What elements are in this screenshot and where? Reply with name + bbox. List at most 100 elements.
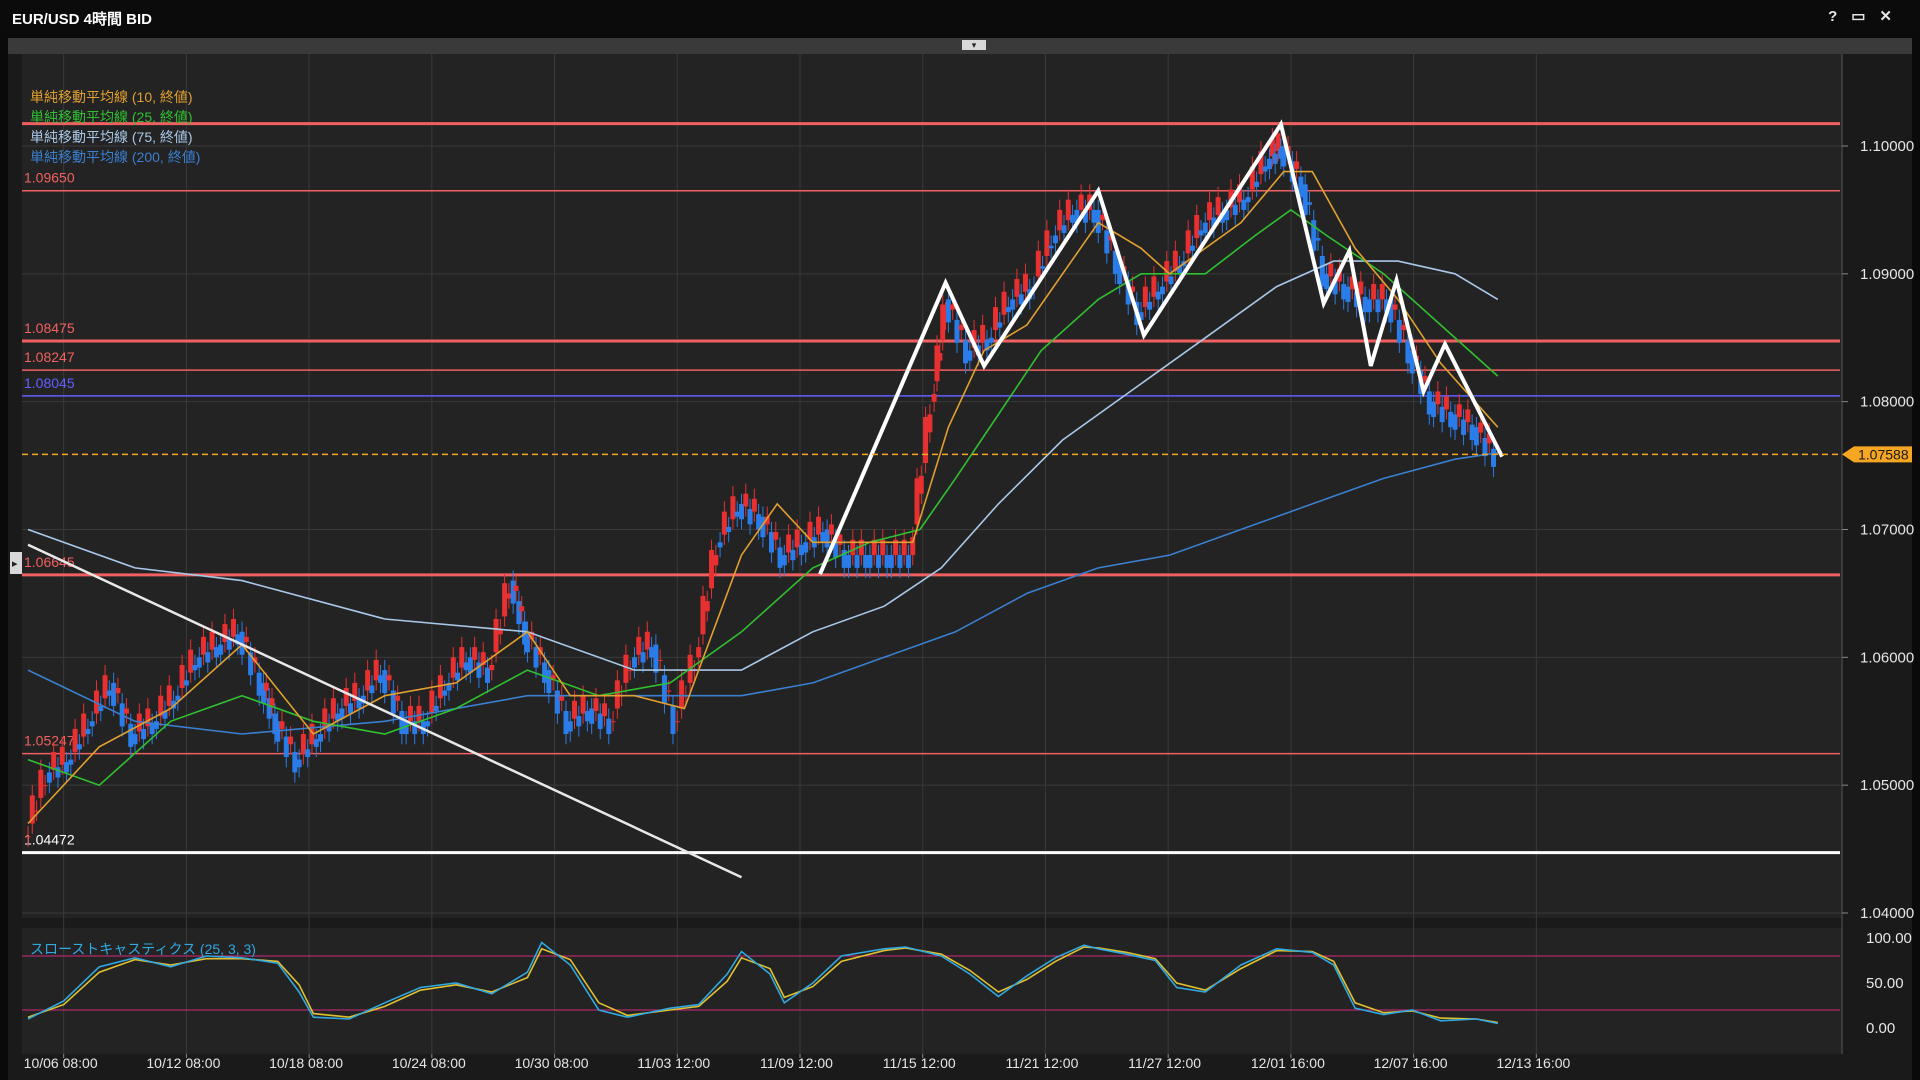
candle-body	[263, 682, 269, 691]
panel-expand-tab[interactable]	[10, 552, 22, 574]
candle-body	[1319, 255, 1325, 287]
help-icon[interactable]: ?	[1828, 8, 1852, 25]
candle-body	[166, 685, 172, 706]
legend-item: 単純移動平均線 (75, 終値)	[30, 129, 193, 145]
legend-item: 単純移動平均線 (10, 終値)	[30, 89, 193, 105]
candle-body	[72, 728, 78, 752]
candle-body	[781, 555, 787, 566]
candle-body	[721, 511, 727, 535]
candle-body	[739, 503, 744, 520]
candle-body	[649, 647, 655, 658]
candle-body	[98, 705, 104, 712]
candle-body	[967, 350, 973, 361]
candle-body	[1349, 276, 1355, 290]
candle-body	[704, 601, 710, 612]
candle-body	[425, 721, 431, 727]
candle-body	[696, 647, 702, 658]
candle-body	[339, 708, 345, 719]
candle-body	[563, 711, 569, 735]
candle-body	[1052, 235, 1058, 244]
collapse-toolbar-button[interactable]: ▾	[962, 40, 986, 50]
candle-body	[631, 657, 637, 668]
candle-body	[679, 680, 685, 709]
candle-body	[516, 601, 522, 625]
candle-body	[442, 690, 448, 696]
candle-body	[798, 544, 804, 556]
candle-body	[1281, 146, 1287, 167]
candle-body	[1095, 209, 1101, 233]
candle-body	[1431, 401, 1437, 418]
candle-body	[984, 340, 990, 351]
candle-body	[235, 634, 241, 645]
candle-body	[963, 340, 969, 364]
candle-body	[546, 670, 552, 694]
candle-body	[243, 636, 249, 642]
grid-lines	[22, 54, 1842, 1054]
candle-body	[309, 723, 315, 745]
candle-body	[1405, 340, 1411, 364]
stochastic-indicator: スローストキャスティクス (25, 3, 3) 100.00 50.00 0.00	[22, 930, 1912, 1037]
candle-body	[1324, 273, 1330, 290]
close-icon[interactable]: ✕	[1879, 8, 1906, 25]
candle-body	[937, 353, 943, 361]
candle-body	[888, 555, 894, 568]
candle-body	[1117, 261, 1123, 285]
candle-body	[559, 695, 565, 701]
trend-drawings[interactable]	[22, 119, 1840, 879]
candle-body	[1065, 199, 1071, 221]
candle-body	[1452, 414, 1458, 430]
sma200-line	[27, 452, 1498, 735]
candle-body	[335, 713, 341, 722]
candle-body	[1478, 422, 1484, 433]
candle-body	[945, 299, 951, 323]
candle-body	[1010, 299, 1016, 310]
candle-body	[940, 304, 946, 341]
candle-body	[513, 585, 519, 591]
candle-body	[550, 675, 556, 681]
price-panel	[22, 54, 1842, 918]
candle-body	[1232, 204, 1238, 216]
candle-body	[1388, 299, 1394, 323]
candle-body	[717, 542, 723, 548]
candle-body	[726, 526, 732, 533]
time-axis: 10/06 08:00 10/12 08:00 10/18 08:00 10/24 0…	[24, 1054, 1571, 1071]
candle-body	[455, 672, 461, 681]
candle-body	[171, 700, 177, 709]
candle-body	[1275, 133, 1281, 152]
candle-body	[1266, 158, 1272, 170]
maximize-icon[interactable]: ▭	[1851, 8, 1880, 25]
legend-item: 単純移動平均線 (200, 終値)	[30, 149, 200, 165]
candle-body	[1241, 199, 1247, 210]
candle-body	[751, 498, 757, 512]
candle-body	[1491, 448, 1497, 467]
candle-body	[1362, 296, 1368, 313]
candle-body	[871, 539, 877, 556]
candle-body	[943, 312, 949, 320]
y-tick-label: 1.07000	[1860, 522, 1914, 539]
candle-body	[1151, 276, 1157, 297]
candle-body	[467, 657, 473, 673]
candle-body	[218, 644, 224, 655]
candle-body	[828, 524, 834, 535]
candle-body	[627, 670, 633, 672]
candle-body	[1078, 194, 1084, 210]
candle-body	[854, 555, 860, 568]
stoch-y-label: 100.00	[1866, 930, 1912, 947]
level-label: 1.06645	[24, 554, 75, 570]
candle-body	[29, 795, 35, 824]
candle-body	[183, 680, 189, 686]
candle-body	[1142, 286, 1148, 308]
candle-body	[747, 509, 753, 525]
candle-body	[1469, 424, 1475, 441]
candle-body	[606, 718, 612, 735]
candle-body	[403, 721, 409, 735]
candle-body	[463, 662, 469, 671]
candle-body	[256, 672, 262, 696]
candle-body	[1224, 209, 1230, 221]
candle-body	[296, 759, 302, 768]
candle-body	[1185, 230, 1191, 254]
trendline	[27, 543, 743, 879]
candle-body	[1194, 215, 1200, 239]
candle-body	[1384, 299, 1390, 313]
